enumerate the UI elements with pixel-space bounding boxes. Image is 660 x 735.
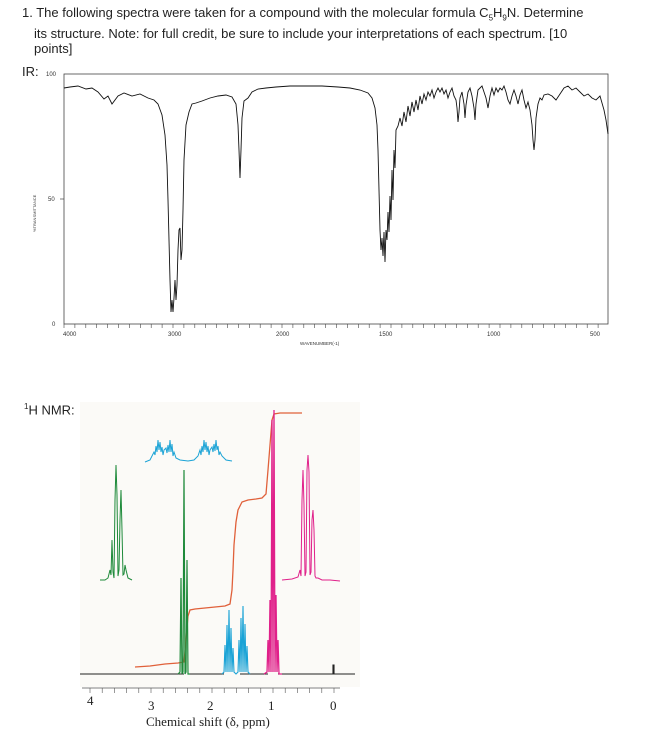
nmr-magenta-peak (263, 409, 282, 675)
ir-x-tick-4000: 4000 (63, 332, 77, 338)
ir-y-tick-0: 0 (52, 322, 56, 328)
nmr-x-tick-1: 1 (268, 698, 275, 713)
nmr-blue-peaks (221, 605, 251, 675)
ir-x-tick-1500: 1500 (379, 332, 393, 338)
nmr-x-axis-label: Chemical shift (δ, ppm) (146, 714, 270, 729)
nmr-tms-peak (332, 664, 335, 674)
ir-y-tick-100: 100 (46, 72, 57, 78)
nmr-spectrum: 4 3 2 1 0 Chemical shift (δ, ppm) (80, 402, 360, 729)
ir-x-tick-1000: 1000 (487, 332, 501, 338)
nmr-green-inset-multiplet (100, 464, 133, 581)
ir-x-minor-ticks (63, 324, 599, 328)
question-text: 1. The following spectra were taken for … (22, 5, 632, 56)
ir-x-tick-2000: 2000 (276, 332, 290, 338)
nmr-x-tick-0: 0 (330, 698, 337, 713)
nmr-x-tick-4: 4 (87, 693, 94, 708)
ir-y-axis-label: %TRANSMITTANCE (32, 194, 37, 232)
ir-plot-frame (63, 73, 609, 325)
nmr-blue-inset-multiplet (144, 439, 233, 463)
nmr-x-minor-ticks (89, 688, 335, 693)
nmr-x-tick-2: 2 (207, 698, 214, 713)
question-number: 1. (22, 5, 33, 20)
nmr-magenta-inset-multiplet (281, 454, 341, 582)
ir-y-tick-50: 50 (48, 197, 55, 203)
ir-x-axis-label: WAVENUMBER(-1) (300, 341, 340, 346)
question-line-2: its structure. Note: for full credit, be… (34, 25, 568, 41)
nmr-x-tick-3: 3 (148, 698, 155, 713)
ir-x-tick-500: 500 (590, 332, 601, 338)
ir-spectrum: 100 50 0 %TRANSMITTANCE 4000 3000 2000 1… (32, 72, 609, 346)
ir-label: IR: (22, 64, 39, 79)
question-line-1: 1. The following spectra were taken for … (22, 5, 584, 23)
ir-trace (63, 84, 609, 313)
nmr-green-peak (177, 469, 190, 675)
nmr-background (80, 402, 360, 687)
ir-x-tick-3000: 3000 (168, 332, 182, 338)
nmr-label: 1H NMR: (24, 402, 75, 418)
question-line-3: points] (34, 40, 73, 56)
